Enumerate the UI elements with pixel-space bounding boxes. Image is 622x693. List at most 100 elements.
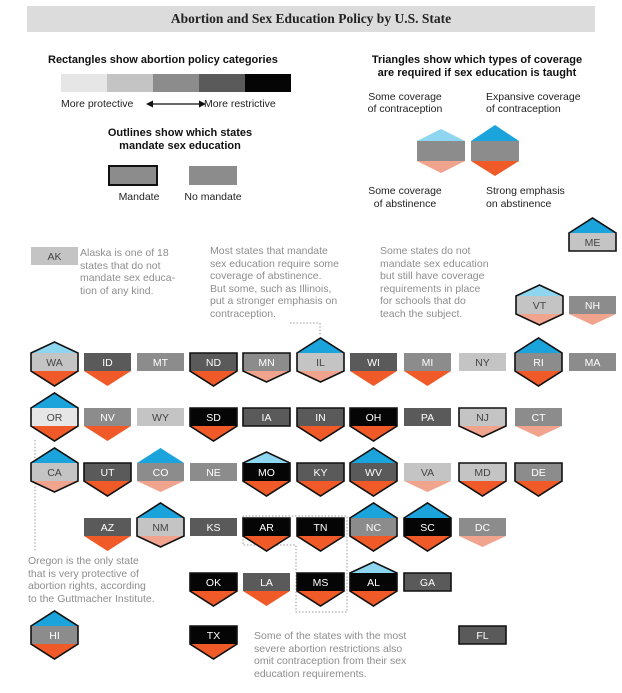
state-label: HI <box>49 630 60 642</box>
state-label: KY <box>313 467 327 479</box>
state-label: IN <box>315 412 326 424</box>
abstinence-triangle <box>243 536 290 551</box>
abstinence-triangle <box>404 371 451 386</box>
abortion-category-rect <box>350 518 397 536</box>
abortion-category-rect <box>84 463 131 481</box>
state-tile-al: AL <box>349 561 398 607</box>
abstinence-triangle <box>569 314 616 325</box>
contraception-triangle <box>350 448 397 463</box>
abortion-category-rect <box>404 573 451 591</box>
state-label: WA <box>46 357 63 369</box>
state-tile-nc: NC <box>349 502 398 552</box>
legend-cat-2 <box>107 74 153 92</box>
legend-tri-title-2: are required if sex education is taught <box>377 67 577 79</box>
abortion-category-rect <box>404 408 451 426</box>
abortion-category-rect <box>243 408 290 426</box>
abortion-category-rect <box>404 518 451 536</box>
abortion-category-rect <box>243 353 290 371</box>
state-tile-dc: DC <box>459 518 506 547</box>
state-tile-il: IL <box>296 337 345 383</box>
state-tile-ms: MS <box>296 572 345 607</box>
abstinence-triangle <box>243 371 290 382</box>
state-label: NM <box>152 522 168 534</box>
state-tile-wy: WY <box>137 408 184 426</box>
state-tile-ca: CA <box>30 447 79 493</box>
abstinence-triangle <box>404 481 451 492</box>
legend-no-mandate-box <box>189 166 237 185</box>
abstinence-triangle <box>350 536 397 551</box>
abortion-category-rect <box>190 626 237 644</box>
abortion-category-rect <box>350 408 397 426</box>
state-tile-ma: MA <box>569 353 616 371</box>
annotation-coverage: Some states do not mandate sex education b… <box>380 245 489 320</box>
state-label: MO <box>258 467 275 479</box>
state-tile-ak: AK <box>31 247 78 265</box>
legend-mandate-label: Mandate <box>118 191 160 203</box>
abortion-category-rect <box>297 518 344 536</box>
abortion-category-rect <box>31 247 78 265</box>
abstinence-triangle <box>297 536 344 551</box>
state-label: KS <box>206 522 220 534</box>
abortion-category-rect <box>350 463 397 481</box>
state-label: SC <box>420 522 435 534</box>
state-tile-ia: IA <box>242 407 291 427</box>
state-label: NH <box>585 300 600 312</box>
abortion-category-rect <box>137 518 184 536</box>
abstinence-triangle <box>459 536 506 547</box>
state-label: ME <box>585 237 601 249</box>
state-tile-ri: RI <box>514 337 563 387</box>
state-tile-wi: WI <box>350 353 397 386</box>
state-label: ND <box>206 357 222 369</box>
state-label: RI <box>533 357 544 369</box>
state-label: OH <box>366 412 382 424</box>
state-tile-wa: WA <box>30 341 79 387</box>
mandate-outline <box>189 352 238 387</box>
state-label: WI <box>367 357 380 369</box>
title-bar: Abortion and Sex Education Policy by U.S… <box>27 6 595 32</box>
state-tile-vt: VT <box>515 284 564 326</box>
mandate-outline <box>514 462 563 497</box>
abstinence-triangle <box>84 481 131 496</box>
abortion-category-rect <box>459 463 506 481</box>
abstinence-triangle <box>31 644 78 659</box>
state-label: WY <box>152 412 169 424</box>
state-tile-md: MD <box>458 462 507 497</box>
state-label: OR <box>47 412 63 424</box>
abortion-category-rect <box>297 353 344 371</box>
abstinence-triangle <box>297 591 344 606</box>
state-label: MN <box>258 357 274 369</box>
annotation-restrictions: Some of the states with the most severe a… <box>254 630 407 680</box>
legend-strong-abst-1: Strong emphasis <box>486 185 565 197</box>
abortion-category-rect <box>84 408 131 426</box>
state-label: CT <box>532 412 547 424</box>
state-label: GA <box>420 577 435 589</box>
abstinence-triangle <box>190 644 237 659</box>
abortion-category-rect <box>569 353 616 371</box>
mandate-outline <box>514 337 563 387</box>
legend-rect-low: More protective <box>61 98 134 110</box>
state-label: NJ <box>476 412 489 424</box>
abortion-category-rect <box>190 573 237 591</box>
mandate-outline <box>349 407 398 442</box>
state-label: NV <box>100 412 115 424</box>
state-tile-nd: ND <box>189 352 238 387</box>
legend-cat-1 <box>61 74 107 92</box>
state-tile-ct: CT <box>515 408 562 437</box>
abstinence-triangle <box>190 371 237 386</box>
abortion-category-rect <box>137 408 184 426</box>
abortion-category-rect <box>297 408 344 426</box>
state-label: SD <box>206 412 221 424</box>
contraception-triangle <box>350 562 397 573</box>
legend-some-contra-1: Some coverage <box>368 91 442 103</box>
state-label: VT <box>533 300 547 312</box>
abstinence-triangle <box>31 481 78 492</box>
legend-rect-high: More restrictive <box>204 98 276 110</box>
abstinence-triangle <box>190 591 237 606</box>
mandate-outline <box>189 572 238 607</box>
abortion-category-rect <box>459 353 506 371</box>
state-tile-mt: MT <box>137 353 184 371</box>
legend-outline-title-2: mandate sex education <box>119 140 241 152</box>
state-label: MA <box>585 357 601 369</box>
legend-hex-some <box>417 129 465 173</box>
